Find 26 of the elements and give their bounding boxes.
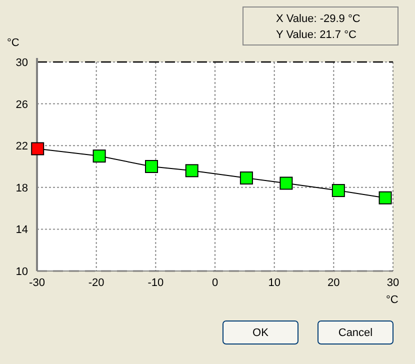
x-tick-label: 10	[268, 277, 280, 289]
point	[31, 142, 44, 156]
point	[332, 184, 345, 198]
cancel-button: Cancel	[318, 320, 394, 344]
point	[378, 191, 392, 204]
info-panel: X Value: -29.9 °C Y Value: 21.7 °C	[242, 6, 398, 46]
y-tick-label: 30	[16, 57, 28, 69]
y-tick-label: 18	[16, 182, 28, 194]
y-axis-title: °C	[7, 37, 20, 49]
y-tick-label: 26	[16, 98, 28, 111]
x-tick-label: 30	[386, 277, 400, 289]
ok-button: OK	[222, 320, 298, 344]
y-tick-label: 14	[16, 224, 28, 236]
x-tick-label: 20	[328, 277, 340, 289]
point	[280, 176, 293, 190]
x-tick-label: -30	[29, 277, 45, 289]
x-axis-title: °C	[386, 294, 398, 306]
y-tick-label: 10	[16, 266, 28, 278]
point	[185, 164, 198, 178]
point	[240, 171, 253, 184]
point	[145, 160, 158, 173]
x-tick-label: -20	[88, 277, 104, 289]
x-tick-label: -10	[148, 277, 164, 289]
x-tick-label: 0	[212, 277, 218, 289]
y-tick-label: 22	[16, 140, 28, 153]
point	[92, 150, 106, 163]
